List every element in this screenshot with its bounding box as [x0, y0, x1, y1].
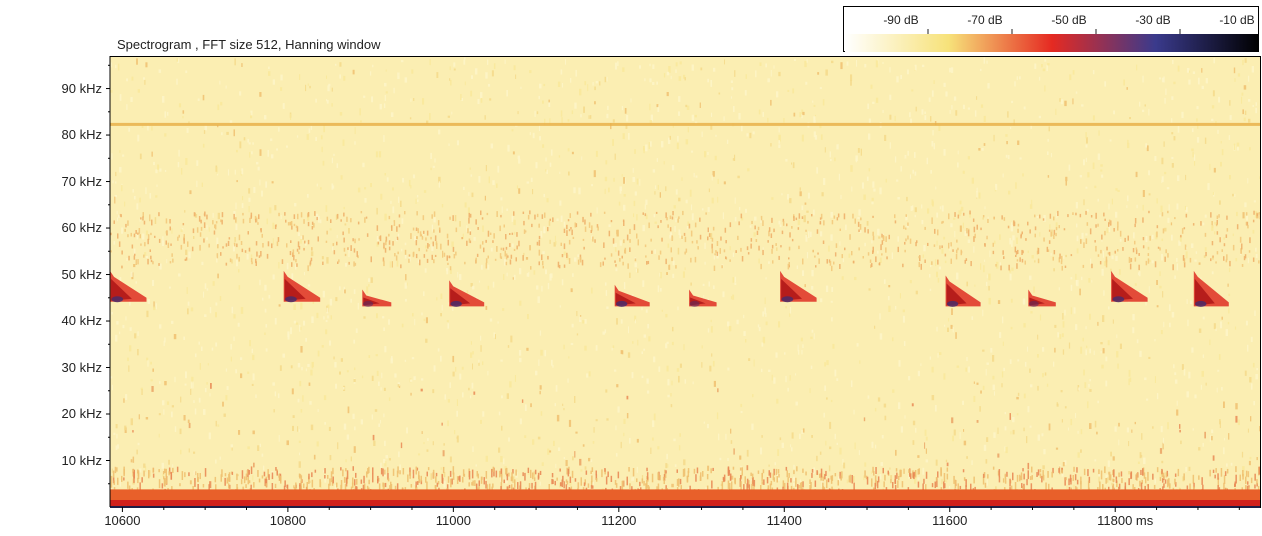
spectrogram-svg: [110, 57, 1260, 508]
bat-call: [945, 275, 981, 307]
bat-call: [1111, 270, 1148, 303]
y-tick-label: 60 kHz: [61, 220, 102, 236]
tonal-band: [110, 122, 1260, 126]
y-tick-label: 30 kHz: [61, 359, 102, 375]
bat-call: [110, 270, 147, 303]
bat-call: [449, 280, 485, 307]
colorbar-svg: -90 dB -70 dB -50 dB -30 dB -10 dB: [845, 13, 1259, 52]
y-tick-label: 50 kHz: [61, 266, 102, 282]
colorbar-tick-label: -10 dB: [1219, 13, 1254, 27]
y-tick-label: 80 kHz: [61, 127, 102, 143]
colorbar-tick-label: -30 dB: [1135, 13, 1170, 27]
y-tick-label: 20 kHz: [61, 406, 102, 421]
colorbar-tick-label: -70 dB: [967, 13, 1002, 27]
bat-call: [1028, 289, 1056, 307]
low-frequency-noise-core: [110, 500, 1260, 508]
x-tick-label: 11000: [435, 513, 471, 528]
x-tick-label: 11600: [932, 513, 968, 528]
x-tick-label: 11800 ms: [1097, 513, 1154, 528]
colorbar-legend: -90 dB -70 dB -50 dB -30 dB -10 dB: [843, 6, 1259, 52]
bat-call: [283, 270, 321, 303]
y-tick-label: 40 kHz: [61, 313, 102, 329]
bat-call: [780, 270, 817, 303]
colorbar-tick-label: -90 dB: [883, 13, 918, 27]
y-tick-label: 10 kHz: [61, 452, 102, 468]
y-tick-label: 90 kHz: [61, 80, 102, 96]
x-tick-label: 10800: [269, 513, 306, 528]
colorbar-gradient: [845, 34, 1259, 52]
colorbar-tick-label: -50 dB: [1051, 13, 1086, 27]
y-tick-label: 70 kHz: [61, 173, 102, 189]
bat-call: [614, 284, 650, 307]
spectrogram-plot-area: [110, 56, 1261, 508]
x-tick-label: 11400: [766, 513, 802, 528]
bat-call: [362, 289, 392, 307]
x-tick-label: 11200: [601, 513, 637, 528]
x-tick-label: 10600: [104, 513, 141, 528]
bat-call: [689, 289, 717, 307]
bat-call: [1193, 270, 1229, 307]
chart-title: Spectrogram , FFT size 512, Hanning wind…: [117, 37, 381, 52]
